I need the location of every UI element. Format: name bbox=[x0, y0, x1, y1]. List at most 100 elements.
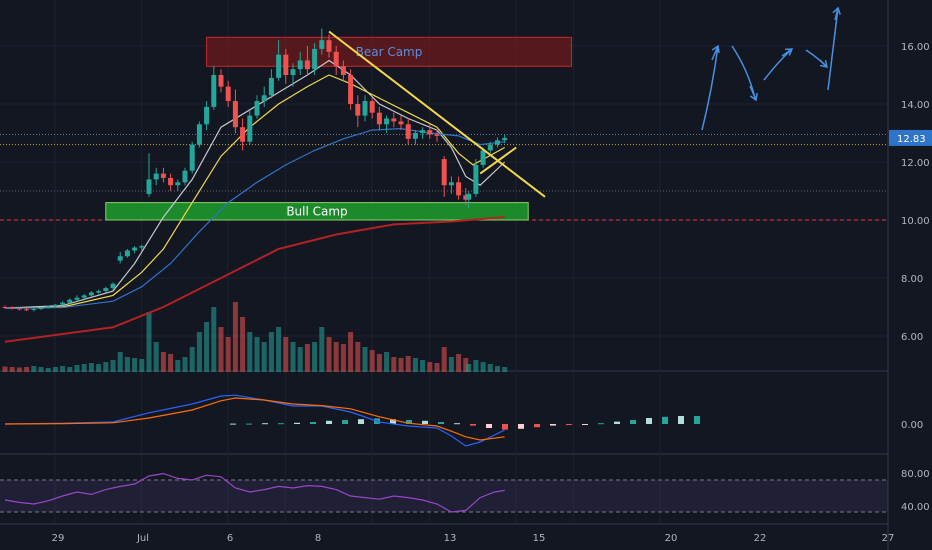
time-tick-label: 20 bbox=[665, 533, 678, 544]
volume-bar bbox=[52, 367, 58, 372]
candle-body bbox=[81, 295, 87, 298]
candle-body bbox=[434, 134, 440, 136]
volume-bar bbox=[38, 367, 44, 372]
volume-bar bbox=[290, 342, 296, 372]
volume-bars bbox=[2, 302, 508, 372]
candle-body bbox=[24, 309, 30, 311]
candle-body bbox=[297, 60, 303, 70]
macd-histogram-bar bbox=[694, 416, 700, 424]
volume-bar bbox=[189, 347, 195, 372]
macd-histogram-bar bbox=[438, 422, 444, 424]
candle-body bbox=[240, 127, 246, 142]
time-tick-label: 8 bbox=[315, 533, 321, 544]
candle-body bbox=[160, 173, 166, 178]
candle-body bbox=[146, 179, 152, 194]
projection-arrow-line bbox=[819, 59, 828, 68]
candle-body bbox=[31, 309, 37, 311]
volume-bar bbox=[434, 363, 440, 372]
time-tick-label: 6 bbox=[227, 533, 233, 544]
candle-body bbox=[16, 308, 22, 310]
rsi-line bbox=[4, 472, 505, 513]
candle-body bbox=[45, 306, 51, 308]
macd-histogram-bar bbox=[294, 422, 300, 424]
volume-bar bbox=[24, 367, 30, 372]
volume-bar bbox=[355, 342, 361, 372]
volume-bar bbox=[132, 358, 138, 372]
candle-body bbox=[60, 302, 66, 305]
volume-bar bbox=[405, 356, 411, 372]
volume-bar bbox=[2, 366, 8, 372]
volume-bar bbox=[31, 366, 37, 372]
price-tick-label: 8.00 bbox=[901, 274, 923, 285]
projection-arrow-line bbox=[834, 7, 839, 21]
volume-bar bbox=[283, 337, 289, 372]
volume-bar bbox=[268, 332, 274, 372]
candle-body bbox=[254, 101, 260, 116]
macd-histogram-bar bbox=[646, 418, 652, 424]
macd-histogram-bar bbox=[278, 423, 284, 425]
candle-body bbox=[139, 246, 145, 248]
volume-bar bbox=[398, 358, 404, 372]
volume-bar bbox=[60, 366, 66, 372]
candle-body bbox=[441, 159, 447, 186]
volume-bar bbox=[480, 362, 486, 372]
volume-bar bbox=[297, 347, 303, 372]
candle-body bbox=[463, 195, 469, 200]
volume-bar bbox=[427, 362, 433, 372]
projection-arrow-line bbox=[781, 48, 793, 57]
candle-body bbox=[268, 77, 274, 96]
moving-average-line bbox=[4, 128, 505, 310]
macd-zero-label: 0.00 bbox=[901, 420, 923, 431]
candle-body bbox=[391, 118, 397, 122]
candle-body bbox=[74, 297, 80, 300]
time-tick-label: Jul bbox=[136, 533, 149, 544]
volume-bar bbox=[319, 327, 325, 372]
macd-histogram-bar bbox=[678, 416, 684, 424]
candle-body bbox=[67, 299, 73, 303]
trendline bbox=[479, 146, 517, 175]
volume-bar bbox=[391, 357, 397, 372]
trendlines bbox=[328, 30, 546, 198]
volume-bar bbox=[348, 332, 354, 372]
volume-bar bbox=[473, 360, 479, 372]
projection-up-1 bbox=[701, 45, 719, 131]
candle-body bbox=[153, 173, 159, 180]
candle-body bbox=[247, 115, 253, 142]
time-tick-label: 27 bbox=[882, 533, 895, 544]
candle-body bbox=[340, 66, 346, 75]
projection-up-3 bbox=[827, 7, 839, 91]
volume-bar bbox=[103, 362, 109, 372]
grid-lines bbox=[0, 0, 889, 550]
time-tick-label: 22 bbox=[754, 533, 767, 544]
volume-bar bbox=[110, 360, 116, 372]
projection-arrowhead bbox=[749, 92, 758, 102]
moving-average-line bbox=[4, 216, 505, 343]
projection-arrowhead bbox=[820, 60, 828, 68]
candle-body bbox=[168, 177, 174, 186]
macd-signal-line bbox=[4, 397, 505, 441]
candle-body bbox=[182, 170, 188, 183]
macd-histogram-bar bbox=[582, 424, 588, 425]
volume-bar bbox=[487, 364, 493, 372]
candle-body bbox=[283, 54, 289, 75]
macd-histogram-bar bbox=[390, 419, 396, 424]
volume-bar bbox=[168, 354, 174, 372]
candle-body bbox=[304, 60, 310, 70]
candle-body bbox=[348, 75, 354, 104]
candle-body bbox=[456, 182, 462, 196]
projection-arrowhead bbox=[832, 6, 841, 15]
macd-histogram-bar bbox=[486, 424, 492, 428]
price-tick-label: 10.00 bbox=[901, 216, 930, 227]
macd-line bbox=[4, 394, 505, 447]
volume-bar bbox=[9, 367, 15, 372]
rsi-panel bbox=[0, 472, 888, 513]
time-tick-label: 13 bbox=[444, 533, 457, 544]
candle-body bbox=[261, 95, 267, 102]
volume-bar bbox=[502, 367, 508, 372]
candle-body bbox=[117, 256, 123, 261]
volume-bar bbox=[175, 360, 181, 372]
trendline bbox=[328, 30, 546, 198]
volume-bar bbox=[340, 344, 346, 372]
candlesticks bbox=[2, 28, 508, 312]
volume-bar bbox=[456, 354, 462, 372]
